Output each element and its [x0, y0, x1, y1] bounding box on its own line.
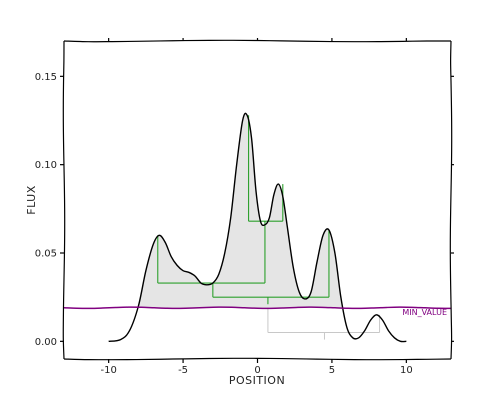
x-tick-label: 5: [329, 365, 335, 376]
y-tick-label: 0.15: [35, 72, 57, 83]
x-tick-label: -5: [178, 365, 188, 376]
plot-frame-layer: [62, 39, 453, 361]
y-tick-label: 0.00: [35, 337, 57, 348]
x-tick-label: -10: [100, 365, 116, 376]
frame-left: [62, 40, 66, 360]
min-value-layer: MIN_VALUE: [63, 306, 452, 317]
y-tick-label: 0.10: [35, 160, 57, 171]
y-axis-label: FLUX: [25, 185, 38, 215]
ticks-layer: -10 -5 0 5 10 0.00 0.05 0.10 0.15: [35, 38, 454, 376]
min-value-label: MIN_VALUE: [402, 308, 447, 317]
min-value-line: [63, 306, 452, 310]
x-tick-label: 10: [400, 365, 413, 376]
tree-layer: [157, 115, 381, 340]
x-tick-label: 0: [254, 365, 260, 376]
flux-curve: [108, 112, 407, 343]
curve-layer: [108, 112, 407, 343]
x-axis-label: POSITION: [229, 374, 285, 387]
frame-bottom: [63, 357, 452, 361]
frame-right: [449, 40, 453, 360]
y-tick-label: 0.05: [35, 249, 57, 260]
